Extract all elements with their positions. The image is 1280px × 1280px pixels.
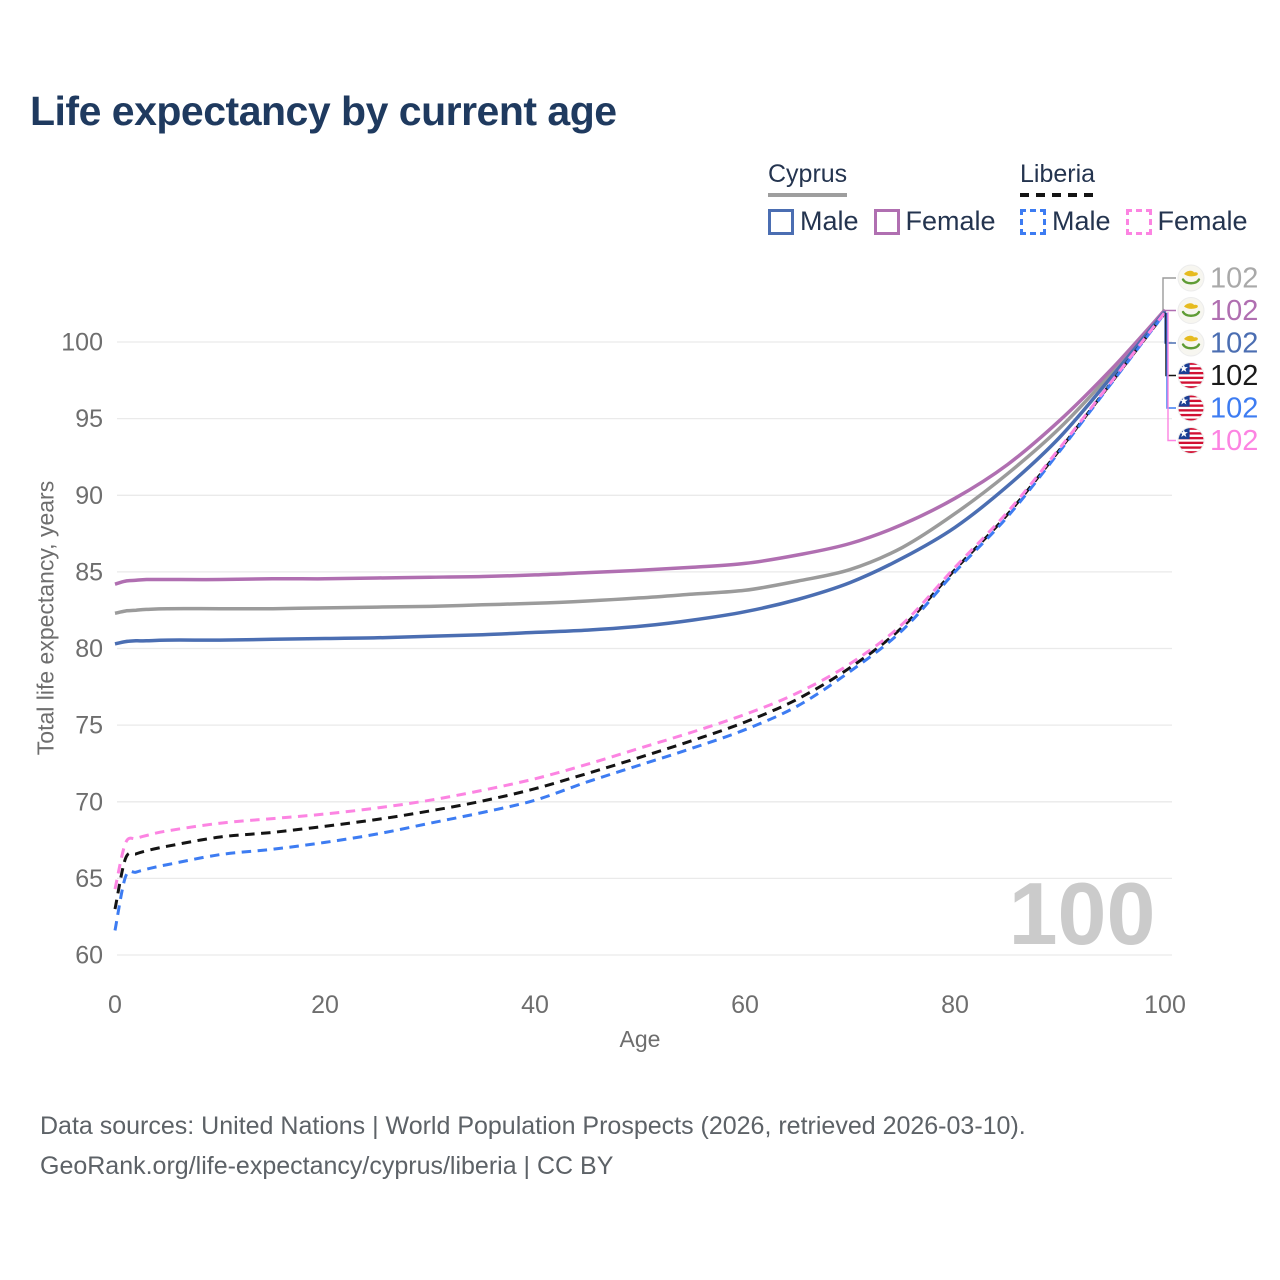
leader-line-cyprus-female: [1163, 309, 1176, 312]
leader-line-liberia-female: [1167, 312, 1176, 442]
x-axis-title: Age: [619, 1026, 661, 1052]
x-tick-label-60: 60: [731, 991, 759, 1019]
x-tick-label-80: 80: [941, 991, 969, 1019]
legend-country-liberia[interactable]: Liberia: [1020, 160, 1096, 197]
footer-url-line: GeoRank.org/life-expectancy/cyprus/liber…: [40, 1152, 614, 1180]
end-label-cyprus-male: 102: [1210, 328, 1258, 360]
legend-group-cyprus: Cyprus Male Female: [768, 160, 996, 237]
series-line-liberia-female[interactable]: [113, 311, 1167, 890]
watermark-100: 100: [1009, 864, 1156, 963]
footer-source-line: Data sources: United Nations | World Pop…: [40, 1112, 1026, 1140]
series-line-liberia-male[interactable]: [113, 311, 1167, 931]
leader-line-liberia-male: [1166, 312, 1176, 409]
liberia-flag-icon: [1177, 394, 1205, 422]
legend-group-liberia: Liberia Male Female: [1020, 160, 1248, 237]
legend-swatch-liberia-female: [1125, 208, 1152, 235]
x-tick-label-20: 20: [311, 991, 339, 1019]
end-label-liberia-female: 102: [1210, 425, 1258, 457]
cyprus-flag-icon: [1177, 264, 1205, 292]
cyprus-flag-icon: [1177, 329, 1205, 357]
legend-underline-dashed: [1020, 193, 1096, 197]
legend-country-cyprus[interactable]: Cyprus: [768, 160, 848, 197]
cyprus-flag-icon: [1177, 297, 1205, 324]
liberia-flag-icon: [1177, 427, 1205, 454]
y-tick-label-100: 100: [61, 329, 103, 357]
end-label-cyprus: 102: [1210, 263, 1258, 295]
legend-item-liberia-female[interactable]: Female: [1125, 206, 1248, 237]
legend-country-liberia-label: Liberia: [1020, 160, 1096, 188]
y-tick-label-60: 60: [75, 942, 103, 970]
leader-line-cyprus: [1162, 277, 1176, 311]
legend-swatch-liberia-male: [1020, 208, 1046, 235]
legend-label-liberia-male: Male: [1052, 206, 1111, 236]
legend-item-liberia-male[interactable]: Male: [1020, 206, 1111, 237]
y-tick-label-90: 90: [75, 482, 103, 510]
legend-item-cyprus-male[interactable]: Male: [768, 206, 859, 237]
y-tick-label-85: 85: [75, 558, 103, 586]
footer: Data sources: United Nations | World Pop…: [40, 1106, 1026, 1186]
page-title: Life expectancy by current age: [30, 88, 617, 134]
legend-swatch-cyprus-female: [873, 208, 900, 235]
x-tick-label-40: 40: [521, 991, 549, 1019]
legend-items-liberia: Male Female: [1020, 206, 1248, 237]
end-label-liberia: 102: [1210, 360, 1258, 392]
end-label-liberia-male: 102: [1210, 393, 1258, 425]
legend-label-liberia-female: Female: [1157, 206, 1248, 236]
series-line-cyprus-male[interactable]: [114, 310, 1167, 646]
x-tick-label-0: 0: [108, 991, 122, 1019]
y-tick-label-75: 75: [75, 712, 103, 740]
y-tick-label-65: 65: [75, 865, 103, 893]
series-line-cyprus-female[interactable]: [114, 308, 1167, 586]
series-line-cyprus[interactable]: [114, 309, 1167, 615]
y-tick-label-95: 95: [75, 405, 103, 433]
legend-swatch-cyprus-male: [768, 208, 794, 235]
legend-country-cyprus-label: Cyprus: [768, 160, 848, 188]
leader-line-liberia: [1165, 312, 1176, 377]
y-tick-label-80: 80: [75, 635, 103, 663]
x-tick-label-100: 100: [1144, 991, 1186, 1019]
legend-label-cyprus-female: Female: [905, 206, 996, 236]
series-line-liberia[interactable]: [113, 311, 1167, 910]
end-label-cyprus-female: 102: [1210, 295, 1258, 327]
legend-label-cyprus-male: Male: [800, 206, 859, 236]
legend-items-cyprus: Male Female: [768, 206, 996, 237]
legend-item-cyprus-female[interactable]: Female: [873, 206, 996, 237]
legend-underline-solid: [768, 193, 848, 197]
liberia-flag-icon: [1177, 362, 1205, 389]
y-tick-label-70: 70: [75, 788, 103, 816]
leader-line-cyprus-male: [1164, 311, 1176, 344]
